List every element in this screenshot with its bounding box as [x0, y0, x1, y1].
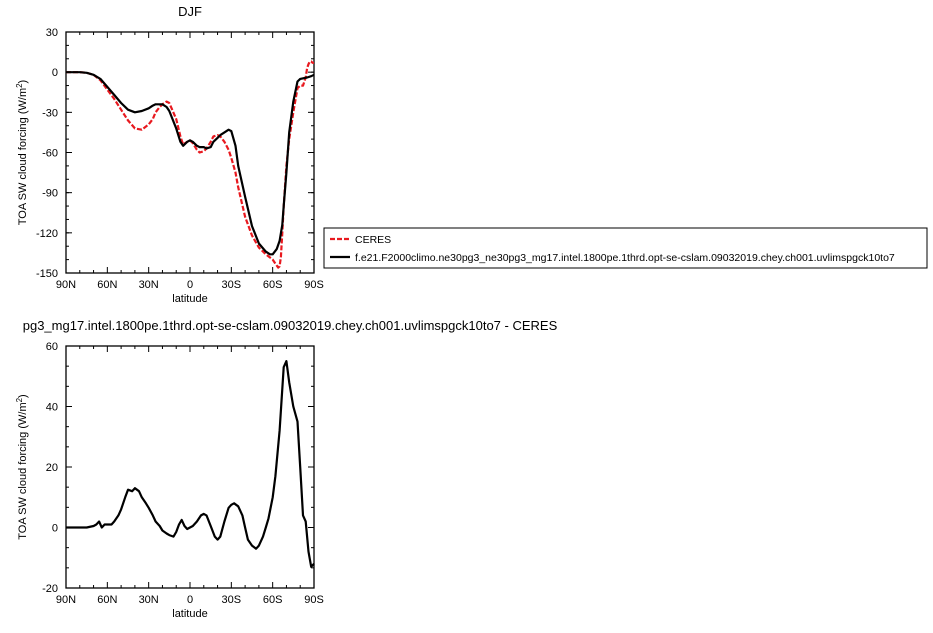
x-tick-label: 30N [139, 594, 159, 606]
y-axis-label: TOA SW cloud forcing (W/m2) [15, 394, 29, 539]
y-tick-label: 0 [52, 67, 58, 79]
chart-title: DJF [178, 4, 202, 19]
plot-frame [65, 31, 315, 274]
x-tick-label: 30S [222, 279, 242, 291]
x-tick-label: 60S [263, 594, 283, 606]
series-line-0 [66, 360, 315, 568]
x-tick-label: 30S [222, 594, 242, 606]
y-axis-label-close: ) [17, 80, 29, 84]
y-tick-label: 40 [46, 402, 58, 414]
y-axis-label-sup: 2 [15, 397, 24, 402]
series-line-1 [66, 71, 315, 256]
bottom-panel-difference: 90N 60N 30N 0 30S 60S 90S 60 40 20 0 -20 pg3_mg17.in… [15, 318, 558, 620]
x-tick-label: 30N [139, 279, 159, 291]
x-tick-label: 0 [187, 279, 193, 291]
y-tick-label: 30 [46, 27, 58, 39]
top-panel-djf: 90N 60N 30N 0 30S 60S 90S 30 0 -30 -60 -90 -120 -150 D… [15, 4, 324, 305]
legend-box [323, 227, 928, 269]
y-tick-label: -20 [42, 583, 58, 595]
y-axis-label-text: TOA SW cloud forcing (W/m [17, 402, 29, 539]
y-axis-label-close: ) [17, 394, 29, 398]
chart-title: pg3_mg17.intel.1800pe.1thrd.opt-se-cslam… [23, 318, 558, 333]
y-tick-label: -30 [42, 107, 58, 119]
x-tick-label: 90S [304, 594, 324, 606]
y-tick-label: 0 [52, 523, 58, 535]
x-tick-label: 90S [304, 279, 324, 291]
series-line-0 [66, 60, 314, 269]
y-tick-label: -60 [42, 148, 58, 160]
x-tick-label: 90N [56, 594, 76, 606]
y-tick-label: -90 [42, 188, 58, 200]
legend-label-0: CERES [355, 234, 391, 246]
y-tick-label: 60 [46, 341, 58, 353]
x-tick-label: 60N [97, 594, 117, 606]
legend-label-1: f.e21.F2000climo.ne30pg3_ne30pg3_mg17.in… [355, 252, 895, 264]
legend: CERES f.e21.F2000climo.ne30pg3_ne30pg3_mg… [323, 227, 928, 269]
y-tick-label: -150 [36, 268, 58, 280]
x-axis-label: latitude [172, 608, 207, 620]
x-axis-label: latitude [172, 293, 207, 305]
x-tick-label: 90N [56, 279, 76, 291]
y-tick-label: -120 [36, 228, 58, 240]
x-tick-label: 60S [263, 279, 283, 291]
x-tick-label: 0 [187, 594, 193, 606]
y-axis-label-sup: 2 [15, 83, 24, 88]
x-tick-label: 60N [97, 279, 117, 291]
y-axis-label: TOA SW cloud forcing (W/m2) [15, 80, 29, 225]
y-tick-label: 20 [46, 462, 58, 474]
y-axis-label-text: TOA SW cloud forcing (W/m [17, 88, 29, 225]
